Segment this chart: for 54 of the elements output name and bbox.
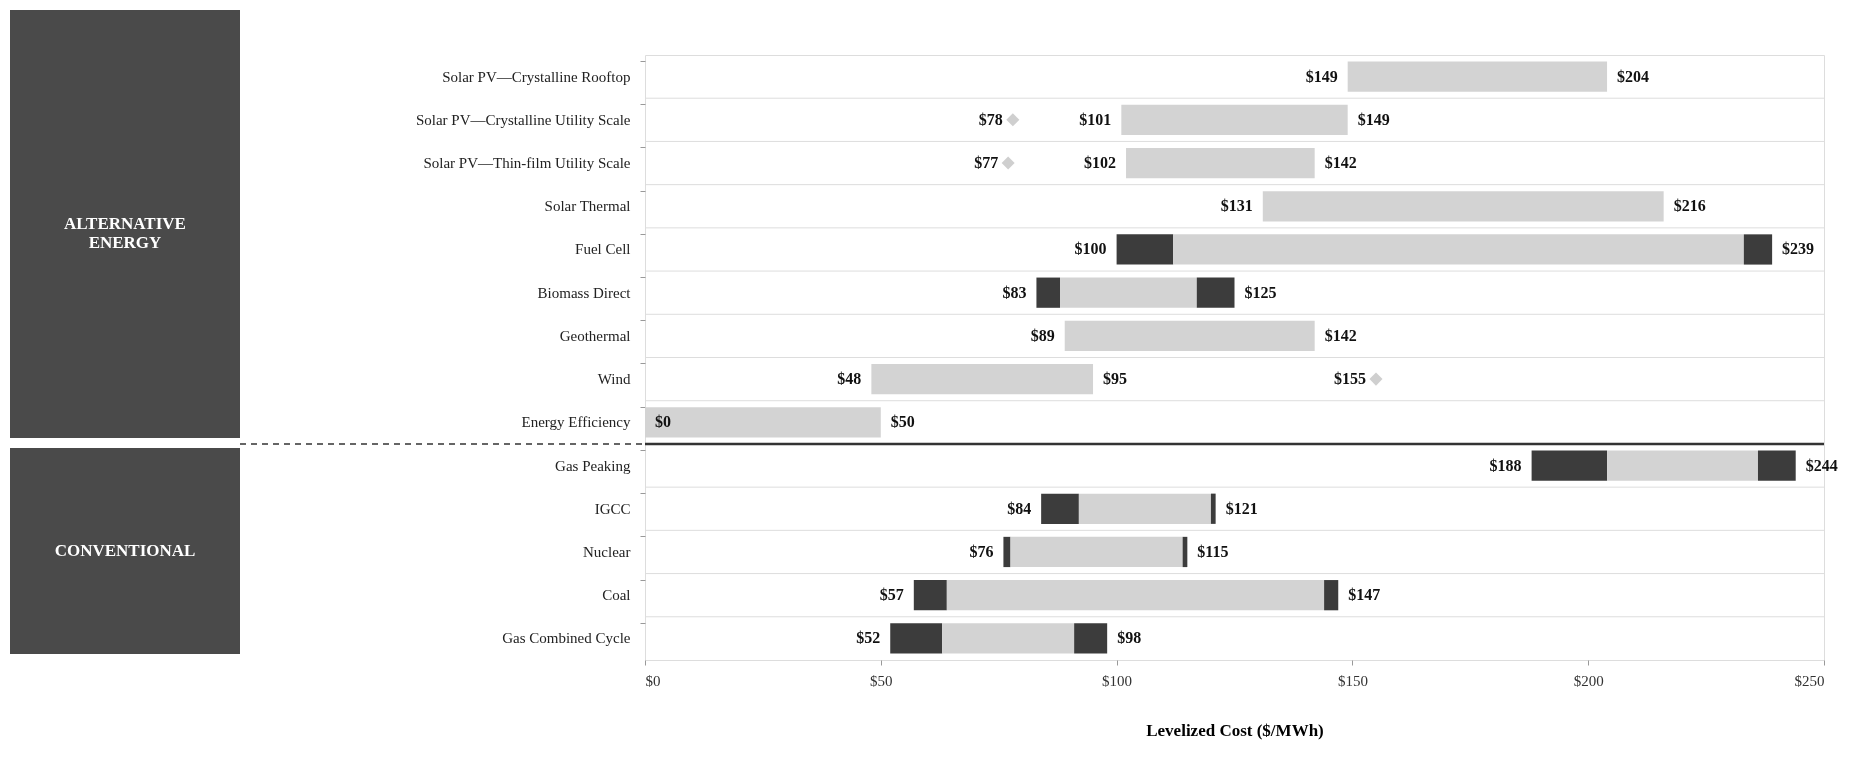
annotation: $50 (890, 413, 915, 431)
annotation: $147 (1348, 586, 1381, 604)
annotation: $98 (1117, 629, 1142, 647)
annotation: $78 (978, 110, 1003, 128)
text: ALTERNATIVE ENERGY (64, 213, 186, 252)
annotation: $95 (1103, 370, 1128, 388)
x-tick-label: $150 (1337, 672, 1368, 689)
annotation: $131 (1220, 197, 1253, 215)
x-tick-label: $100 (1102, 672, 1133, 689)
annotation: $204 (1617, 67, 1650, 85)
y-tick-label: Fuel Cell (575, 241, 631, 258)
annotation: $83 (1002, 283, 1027, 301)
annotation: $244 (1805, 456, 1838, 474)
annotation: $76 (969, 542, 994, 560)
y-tick-label: Gas Combined Cycle (502, 630, 631, 647)
y-tick-label: Solar PV—Crystalline Utility Scale (415, 111, 631, 128)
annotation: $239 (1782, 240, 1815, 258)
y-tick-label: Solar Thermal (544, 198, 631, 215)
y-tick-label: Coal (602, 587, 631, 604)
annotation: $48 (837, 370, 862, 388)
annotation: $149 (1357, 110, 1390, 128)
annotation: $155 (1333, 370, 1366, 388)
annotation: $100 (1074, 240, 1107, 258)
x-tick-label: $0 (645, 672, 661, 689)
y-tick-label: Geothermal (559, 327, 631, 344)
y-tick-label: Biomass Direct (537, 284, 632, 301)
annotation: $101 (1079, 110, 1112, 128)
annotation: $52 (856, 629, 881, 647)
annotation: $142 (1324, 154, 1357, 172)
x-tick-label: $200 (1573, 672, 1604, 689)
annotation: $142 (1324, 326, 1357, 344)
annotation: $102 (1084, 154, 1117, 172)
annotation: $84 (1007, 499, 1032, 517)
text: CONVENTIONAL (54, 540, 196, 560)
annotation: $125 (1244, 283, 1277, 301)
y-tick-label: IGCC (594, 500, 631, 517)
x-axis-title: Levelized Cost ($/MWh) (1146, 720, 1324, 740)
y-tick-label: Nuclear (583, 543, 631, 560)
annotation: $115 (1197, 542, 1229, 560)
annotation: $149 (1305, 67, 1338, 85)
annotation: $89 (1030, 326, 1055, 344)
y-tick-label: Solar PV—Thin-film Utility Scale (423, 155, 631, 172)
annotation: $57 (879, 586, 904, 604)
y-tick-label: Wind (597, 371, 631, 388)
x-tick-label: $50 (870, 672, 893, 689)
annotation: $77 (974, 154, 999, 172)
y-tick-label: Gas Peaking (555, 457, 631, 474)
y-tick-label: Solar PV—Crystalline Rooftop (442, 68, 631, 85)
y-tick-label: Energy Efficiency (521, 414, 631, 431)
x-tick-label: $250 (1794, 672, 1825, 689)
annotation: $0 (655, 413, 671, 431)
annotation: $216 (1673, 197, 1706, 215)
annotation: $188 (1489, 456, 1522, 474)
annotation: $121 (1225, 499, 1258, 517)
